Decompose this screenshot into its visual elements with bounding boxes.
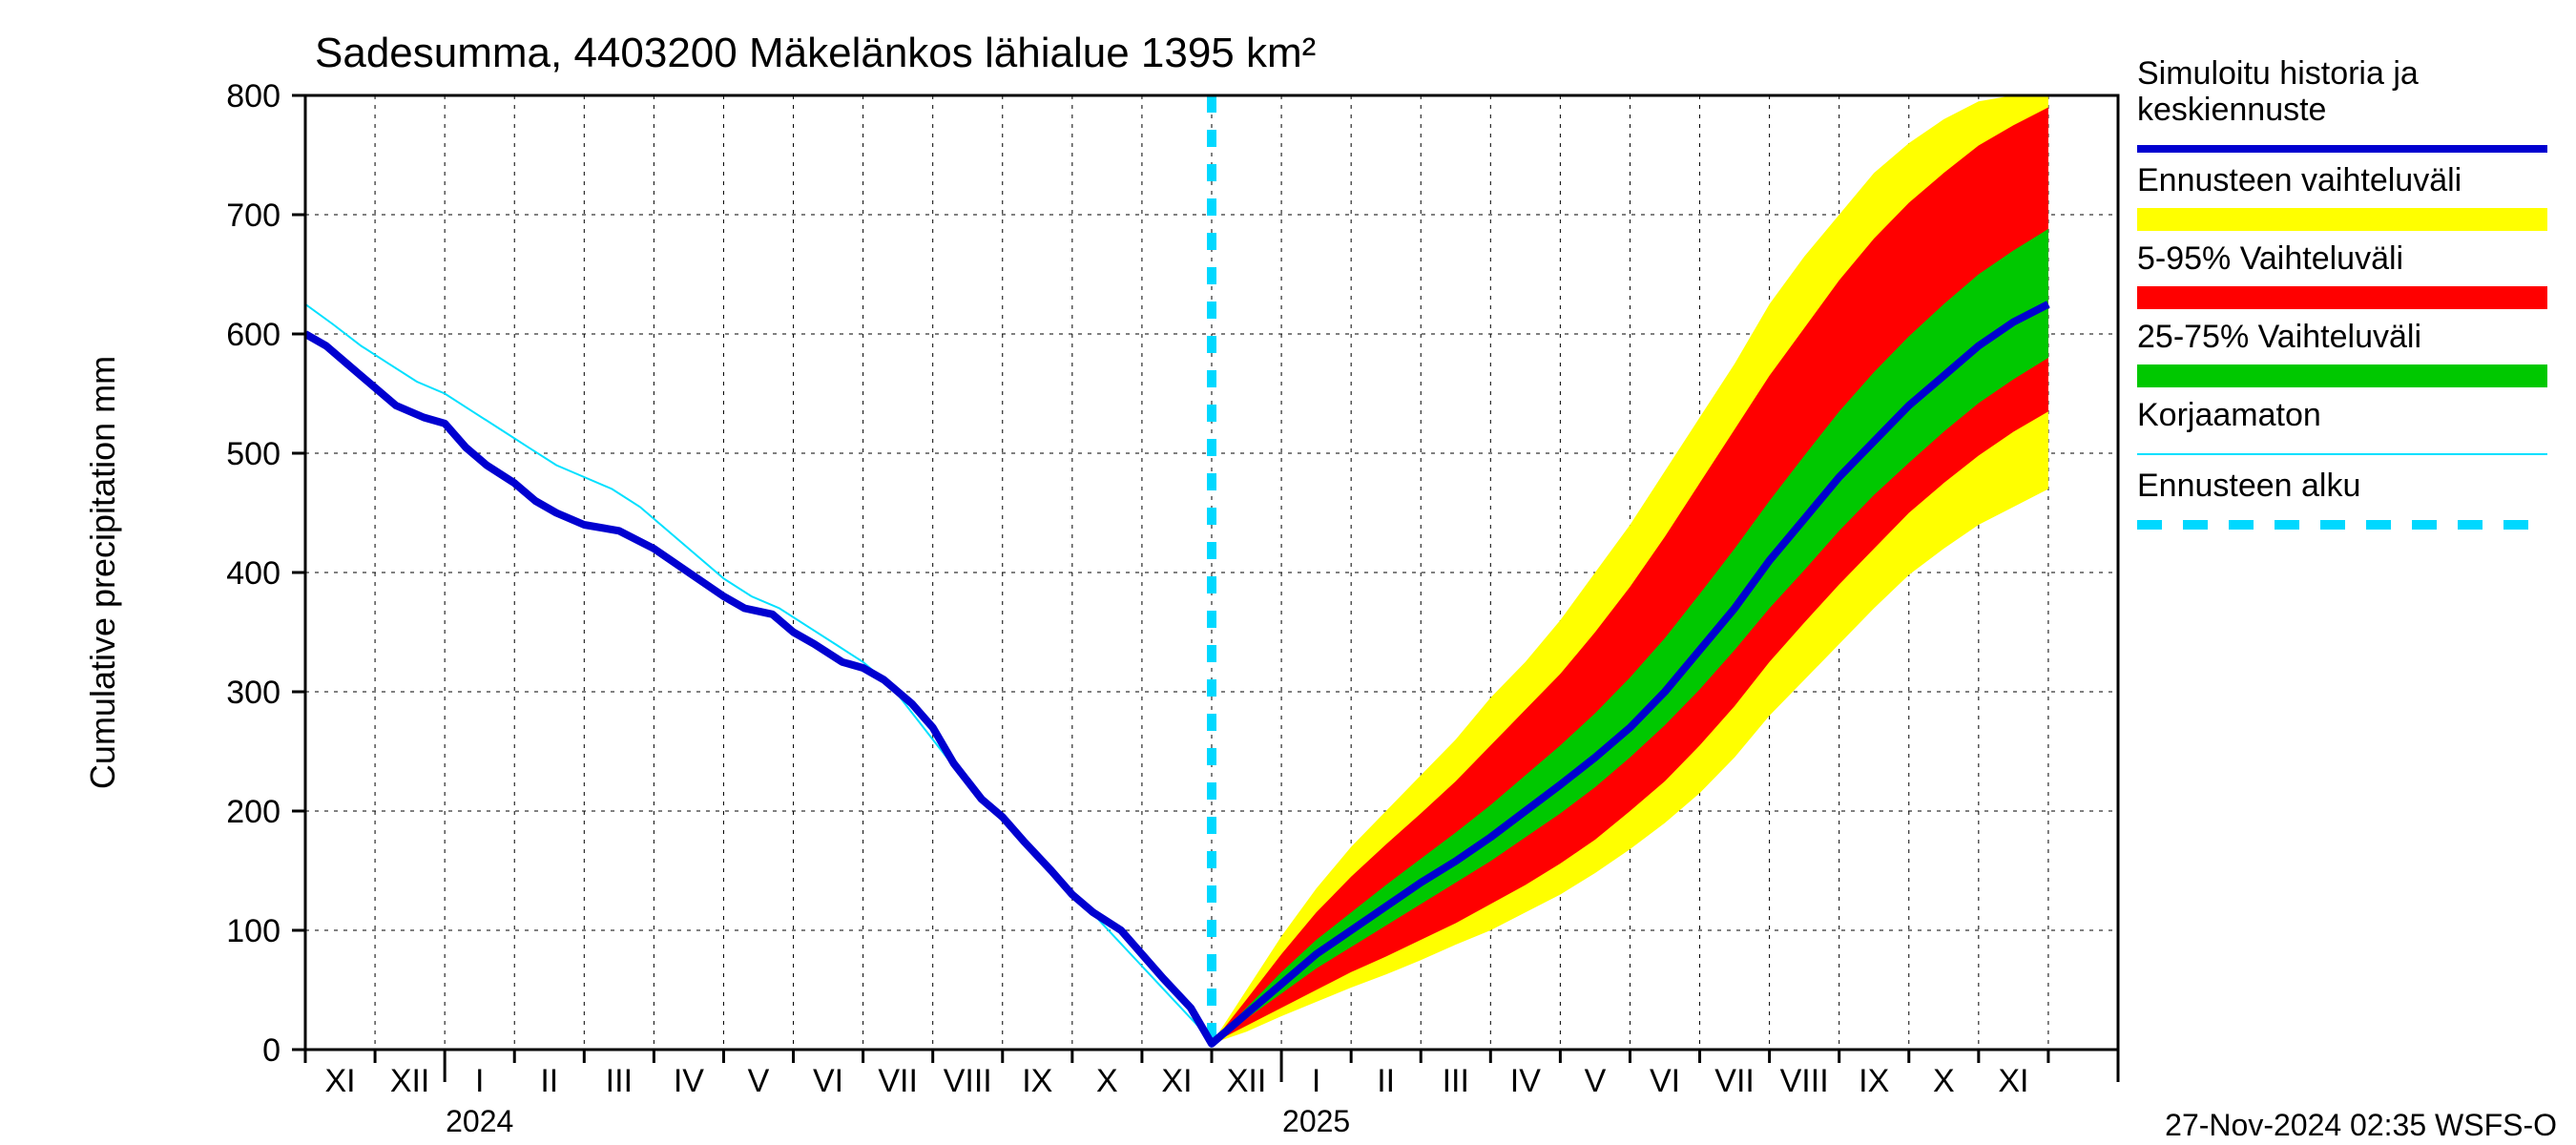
xtick-label: XI <box>1161 1063 1192 1099</box>
xtick-label: IX <box>1859 1063 1889 1099</box>
chart-container: 0100200300400500600700800XIXIIIIIIIIIVVV… <box>0 0 2576 1145</box>
ytick-label: 0 <box>262 1032 280 1069</box>
ytick-label: 600 <box>226 317 280 353</box>
footer-timestamp: 27-Nov-2024 02:35 WSFS-O <box>2165 1108 2557 1142</box>
xtick-label: XI <box>324 1063 355 1099</box>
xtick-label: X <box>1096 1063 1118 1099</box>
xtick-label: III <box>606 1063 633 1099</box>
chart-svg: 0100200300400500600700800XIXIIIIIIIIIVVV… <box>0 0 2576 1145</box>
xtick-label: VI <box>1650 1063 1680 1099</box>
legend-label: 5-95% Vaihteluväli <box>2137 240 2403 277</box>
legend-label: keskiennuste <box>2137 92 2326 128</box>
xtick-label: VI <box>813 1063 843 1099</box>
year-label: 2024 <box>446 1104 513 1138</box>
xtick-label: I <box>1312 1063 1320 1099</box>
legend-label: Ennusteen alku <box>2137 468 2360 504</box>
xtick-label: X <box>1933 1063 1955 1099</box>
ytick-label: 800 <box>226 78 280 114</box>
xtick-label: IV <box>1510 1063 1541 1099</box>
xtick-label: VII <box>878 1063 918 1099</box>
y-axis-label: Cumulative precipitation mm <box>83 356 122 789</box>
ytick-label: 300 <box>226 675 280 711</box>
xtick-label: I <box>475 1063 484 1099</box>
legend-label: Simuloitu historia ja <box>2137 55 2419 92</box>
ytick-label: 100 <box>226 913 280 949</box>
legend-swatch <box>2137 364 2547 387</box>
xtick-label: II <box>540 1063 558 1099</box>
year-label: 2025 <box>1282 1104 1350 1138</box>
xtick-label: XI <box>1998 1063 2028 1099</box>
xtick-label: VIII <box>1780 1063 1829 1099</box>
xtick-label: VII <box>1714 1063 1755 1099</box>
xtick-label: III <box>1443 1063 1469 1099</box>
xtick-label: II <box>1377 1063 1395 1099</box>
xtick-label: XII <box>1227 1063 1267 1099</box>
legend-label: Ennusteen vaihteluväli <box>2137 162 2462 198</box>
legend-swatch <box>2137 208 2547 231</box>
chart-title: Sadesumma, 4403200 Mäkelänkos lähialue 1… <box>315 30 1316 76</box>
ytick-label: 700 <box>226 198 280 234</box>
xtick-label: V <box>1585 1063 1607 1099</box>
xtick-label: V <box>748 1063 770 1099</box>
ytick-label: 200 <box>226 794 280 830</box>
legend-swatch <box>2137 286 2547 309</box>
xtick-label: XII <box>390 1063 430 1099</box>
xtick-label: VIII <box>944 1063 992 1099</box>
legend-label: Korjaamaton <box>2137 397 2321 433</box>
ytick-label: 500 <box>226 436 280 472</box>
ytick-label: 400 <box>226 555 280 592</box>
legend-label: 25-75% Vaihteluväli <box>2137 319 2421 355</box>
xtick-label: IV <box>674 1063 704 1099</box>
xtick-label: IX <box>1022 1063 1052 1099</box>
